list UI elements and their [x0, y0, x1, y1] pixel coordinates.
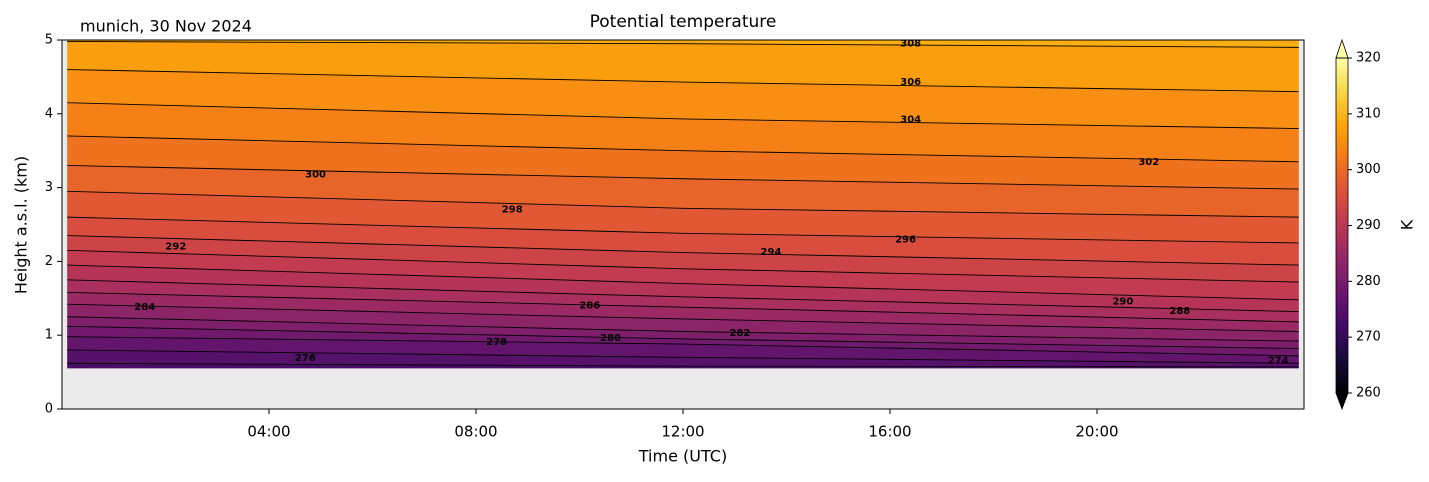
contour-label: 300 — [305, 169, 326, 180]
contour-line — [67, 102, 1299, 130]
contour-line — [67, 349, 1299, 364]
contour-line — [67, 165, 1299, 190]
contour-band — [67, 41, 1299, 92]
contour-line — [67, 216, 1299, 244]
contour-label: 304 — [900, 115, 921, 126]
contour-label: 294 — [761, 247, 782, 258]
contour-line — [67, 316, 1299, 342]
chart-subtitle: munich, 30 Nov 2024 — [80, 17, 252, 36]
contour-band — [67, 304, 1299, 342]
contour-band — [67, 316, 1299, 349]
contour-label: 288 — [1169, 306, 1190, 317]
colorbar-extend-min — [1335, 392, 1349, 411]
contour-band — [67, 336, 1299, 364]
contour-label: 296 — [895, 234, 916, 245]
contour-line — [67, 279, 1299, 313]
contour-label: 292 — [165, 242, 186, 253]
contour-label: 282 — [729, 328, 750, 339]
contour-band — [67, 265, 1299, 312]
contour-label: 290 — [1112, 296, 1133, 307]
y-tick-label: 5 — [45, 33, 53, 48]
contour-line — [67, 264, 1299, 301]
contour-line — [67, 362, 1299, 368]
contour-line — [67, 291, 1299, 323]
contour-line — [67, 190, 1299, 218]
x-tick-label: 08:00 — [454, 423, 497, 441]
contour-band — [67, 135, 1299, 190]
contour-label: 286 — [579, 301, 600, 312]
y-axis-label: Height a.s.l. (km) — [12, 156, 31, 294]
contour-band — [67, 235, 1299, 283]
contour-label: 306 — [900, 77, 921, 88]
contour-band — [67, 217, 1299, 266]
y-tick-label: 4 — [45, 106, 53, 121]
colorbar-tick-label: 320 — [1356, 51, 1381, 66]
x-tick-label: 16:00 — [868, 423, 911, 441]
contour-line — [67, 235, 1299, 266]
contour-line — [67, 41, 1299, 48]
contour-band — [67, 40, 1299, 48]
contour-label: 274 — [1268, 355, 1289, 366]
y-tick-label: 1 — [45, 328, 53, 343]
colorbar-label: K — [1398, 219, 1417, 230]
contour-band — [67, 102, 1299, 162]
colorbar-tick-label: 280 — [1356, 274, 1381, 289]
contour-band — [67, 69, 1299, 129]
contour-band — [67, 363, 1299, 369]
colorbar-tick-label: 300 — [1356, 162, 1381, 177]
contour-band — [67, 326, 1299, 356]
x-axis-label: Time (UTC) — [638, 447, 727, 466]
contour-label: 278 — [486, 337, 507, 348]
colorbar-tick-label: 260 — [1356, 386, 1381, 401]
contour-band — [67, 349, 1299, 367]
colorbar-extend-max — [1335, 38, 1349, 59]
contour-band — [67, 292, 1299, 332]
contour-label: 298 — [502, 205, 523, 216]
colorbar — [1336, 58, 1348, 393]
contour-label: 280 — [600, 333, 621, 344]
x-tick-label: 20:00 — [1075, 423, 1118, 441]
colorbar-tick-label: 290 — [1356, 218, 1381, 233]
contour-label: 308 — [900, 39, 921, 50]
contour-band — [67, 165, 1299, 218]
contour-line — [67, 325, 1299, 349]
contour-label: 302 — [1138, 157, 1159, 168]
contour-line — [67, 249, 1299, 283]
contour-line — [67, 135, 1299, 163]
contour-line — [67, 336, 1299, 357]
contour-label: 276 — [295, 353, 316, 364]
y-tick-label: 0 — [45, 402, 53, 417]
y-tick-label: 3 — [45, 180, 53, 195]
colorbar-tick-label: 270 — [1356, 330, 1381, 345]
contour-label: 284 — [134, 302, 155, 313]
contour-band — [67, 250, 1299, 300]
contour-band — [67, 191, 1299, 243]
contour-band — [67, 279, 1299, 322]
chart-title: Potential temperature — [590, 12, 777, 32]
contour-line — [67, 69, 1299, 93]
contour-line — [67, 303, 1299, 332]
x-tick-label: 04:00 — [247, 423, 290, 441]
y-tick-label: 2 — [45, 254, 53, 269]
colorbar-tick-label: 310 — [1356, 106, 1381, 121]
x-tick-label: 12:00 — [661, 423, 704, 441]
